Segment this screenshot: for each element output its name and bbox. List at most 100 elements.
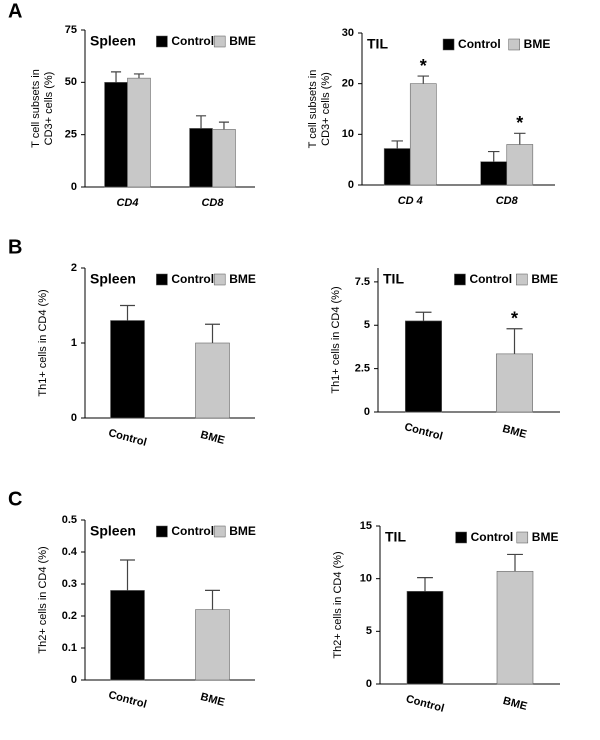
x-tick-label: BME — [199, 691, 226, 709]
legend-swatch — [516, 273, 528, 286]
y-tick-label: 0 — [71, 674, 77, 686]
y-tick-label: 5 — [366, 625, 372, 637]
error-bar — [195, 115, 207, 129]
bar — [406, 591, 444, 685]
chart-title: TIL — [383, 271, 404, 287]
y-axis-label: CD3+ cells (%) — [43, 72, 55, 146]
x-tick-label: BME — [502, 695, 529, 713]
legend-label: BME — [524, 37, 551, 51]
y-tick-label: 0 — [71, 181, 77, 193]
legend-swatch — [156, 35, 168, 48]
y-tick-label: 0.4 — [62, 546, 78, 558]
y-tick-label: 0.5 — [62, 514, 77, 526]
bar — [409, 83, 437, 186]
y-tick-label: 50 — [65, 76, 77, 88]
chart-title: TIL — [367, 36, 388, 52]
x-tick-label: CD4 — [116, 197, 138, 209]
legend-label: Control — [171, 272, 214, 286]
y-tick-label: 2.5 — [355, 363, 370, 375]
chart-title: Spleen — [90, 523, 136, 539]
y-tick-label: 0 — [366, 678, 372, 690]
y-tick-label: 20 — [342, 78, 354, 90]
bar — [506, 144, 534, 186]
legend-swatch — [213, 525, 226, 538]
error-bar — [507, 553, 523, 572]
x-tick-label: Control — [405, 693, 446, 715]
legend-swatch — [508, 38, 520, 51]
error-bar — [514, 132, 526, 145]
bar — [480, 161, 508, 186]
legend-label: Control — [171, 524, 214, 538]
legend-label: Control — [171, 34, 214, 48]
error-bar — [218, 121, 230, 130]
x-tick-label: BME — [199, 429, 226, 447]
y-tick-label: 7.5 — [355, 276, 370, 288]
x-tick-label: Control — [403, 421, 444, 443]
y-tick-label: 2 — [71, 262, 77, 274]
error-bar — [120, 304, 135, 321]
legend-swatch — [454, 273, 466, 286]
error-bar — [391, 140, 403, 149]
y-tick-label: 0 — [364, 406, 370, 418]
legend-swatch — [516, 531, 529, 544]
bar — [195, 342, 230, 419]
y-tick-label: 0 — [71, 412, 77, 424]
y-tick-label: 75 — [65, 24, 77, 36]
bar — [404, 320, 442, 413]
bar — [495, 353, 533, 413]
error-bar — [120, 559, 135, 591]
error-bar — [487, 150, 500, 162]
chart-title: Spleen — [90, 271, 136, 287]
y-tick-label: 5 — [364, 319, 370, 331]
legend-swatch — [156, 525, 168, 538]
error-bar — [205, 589, 220, 610]
chart-title: Spleen — [90, 33, 136, 49]
legend-label: BME — [532, 530, 559, 544]
y-tick-label: 1 — [71, 337, 77, 349]
error-bar — [133, 73, 145, 79]
x-tick-label: Control — [107, 427, 148, 449]
y-tick-label: 0.2 — [62, 610, 77, 622]
y-tick-label: 0.3 — [62, 578, 77, 590]
legend-label: BME — [229, 272, 256, 286]
significance-marker: * — [511, 308, 518, 328]
y-axis-label: Th2+ cells in CD4 (%) — [332, 551, 344, 658]
x-tick-label: Control — [107, 689, 148, 711]
y-tick-label: 15 — [360, 520, 372, 532]
y-axis-label: Th1+ cells in CD4 (%) — [37, 289, 49, 396]
error-bar — [506, 328, 523, 354]
bar — [189, 128, 213, 188]
y-axis-label: T cell subsets in — [30, 69, 42, 148]
legend-swatch — [213, 35, 226, 48]
panel-label: A — [8, 0, 22, 22]
error-bar — [417, 75, 430, 84]
bar — [127, 77, 151, 188]
y-axis-label: Th1+ cells in CD4 (%) — [330, 286, 342, 393]
significance-marker: * — [420, 56, 427, 76]
y-tick-label: 25 — [65, 129, 77, 141]
x-tick-label: BME — [501, 423, 528, 441]
bar — [104, 82, 128, 188]
error-bar — [110, 71, 122, 83]
legend-label: BME — [229, 524, 256, 538]
error-bar — [205, 323, 220, 343]
legend-swatch — [442, 38, 455, 51]
x-tick-label: CD 4 — [398, 195, 423, 207]
significance-marker: * — [516, 113, 523, 133]
legend-label: BME — [229, 34, 256, 48]
panel-label: B — [8, 236, 22, 258]
legend-swatch — [213, 273, 226, 286]
bar — [383, 148, 411, 186]
y-tick-label: 30 — [342, 27, 354, 39]
legend-label: BME — [531, 272, 558, 286]
bar — [496, 570, 534, 685]
y-axis-label: T cell subsets in — [307, 70, 319, 149]
bar — [195, 609, 230, 681]
legend-label: Control — [458, 37, 501, 51]
legend-label: Control — [471, 530, 514, 544]
bar — [212, 129, 236, 188]
panel-label: C — [8, 488, 22, 510]
y-tick-label: 0.1 — [62, 642, 77, 654]
chart-title: TIL — [385, 529, 406, 545]
